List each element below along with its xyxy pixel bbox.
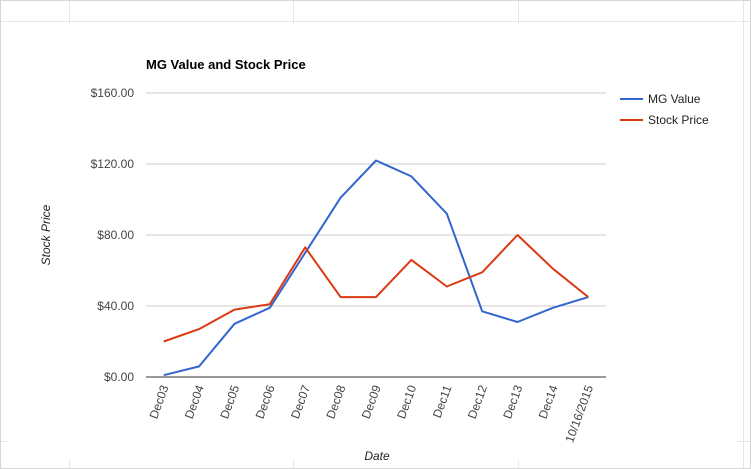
x-axis-title: Date (364, 449, 390, 463)
outer-grid-line (1, 21, 750, 22)
outer-grid-line (743, 1, 744, 468)
legend: MG Value Stock Price (620, 92, 709, 127)
y-axis-title: Stock Price (39, 204, 53, 265)
y-tick-label: $80.00 (97, 228, 134, 242)
chart-background (8, 24, 737, 460)
legend-label: MG Value (648, 92, 701, 106)
y-tick-label: $120.00 (91, 157, 135, 171)
series-line (163, 159, 589, 377)
gridlines (146, 92, 606, 307)
series-line (163, 234, 589, 343)
y-axis-ticks: $0.00 $40.00 $80.00 $120.00 $160.00 (91, 86, 135, 384)
series-lines (163, 159, 589, 377)
y-tick-label: $0.00 (104, 370, 134, 384)
y-tick-label: $40.00 (97, 299, 134, 313)
chart-title: MG Value and Stock Price (146, 57, 306, 72)
legend-label: Stock Price (648, 113, 709, 127)
y-tick-label: $160.00 (91, 86, 135, 100)
